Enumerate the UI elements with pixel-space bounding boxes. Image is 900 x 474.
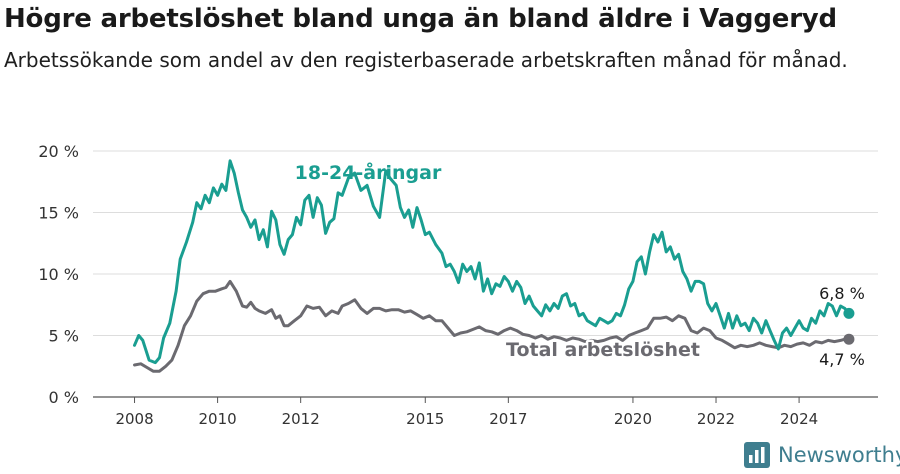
x-axis: 2008 2010 2012 2015 2017 2020 2022 2024	[115, 397, 818, 428]
series-label-young: 18-24-åringar	[295, 160, 442, 184]
x-tick-label: 2020	[614, 410, 652, 428]
brand-name: Newsworthy	[778, 443, 900, 467]
x-tick-label: 2015	[406, 410, 444, 428]
y-tick-label: 20 %	[38, 142, 79, 161]
series-layer	[133, 159, 855, 373]
label-layer: 18-24-åringar Total arbetslöshet 6,8 % 4…	[295, 160, 865, 369]
y-tick-label: 10 %	[38, 265, 79, 284]
series-line-total	[133, 279, 851, 373]
x-tick-label: 2017	[489, 410, 527, 428]
y-axis: 0 % 5 % 10 % 15 % 20 %	[38, 142, 79, 407]
chart-subtitle: Arbetssökande som andel av den registerb…	[4, 48, 848, 72]
end-point-total	[843, 333, 855, 345]
series-line-young	[133, 159, 851, 365]
x-tick-label: 2022	[697, 410, 735, 428]
x-tick-label: 2008	[115, 410, 153, 428]
end-point-young	[843, 307, 855, 319]
x-tick-label: 2024	[780, 410, 818, 428]
end-value-young: 6,8 %	[819, 284, 865, 303]
end-value-total: 4,7 %	[819, 350, 865, 369]
y-tick-label: 15 %	[38, 204, 79, 223]
newsworthy-logo-icon	[744, 442, 770, 468]
y-tick-label: 0 %	[49, 388, 79, 407]
x-tick-label: 2010	[199, 410, 237, 428]
chart-title: Högre arbetslöshet bland unga än bland ä…	[4, 4, 837, 34]
y-tick-label: 5 %	[49, 327, 79, 346]
x-tick-label: 2012	[282, 410, 320, 428]
series-label-total: Total arbetslöshet	[506, 339, 700, 361]
brand-logo: Newsworthy	[744, 442, 900, 468]
grid-layer	[93, 150, 878, 398]
